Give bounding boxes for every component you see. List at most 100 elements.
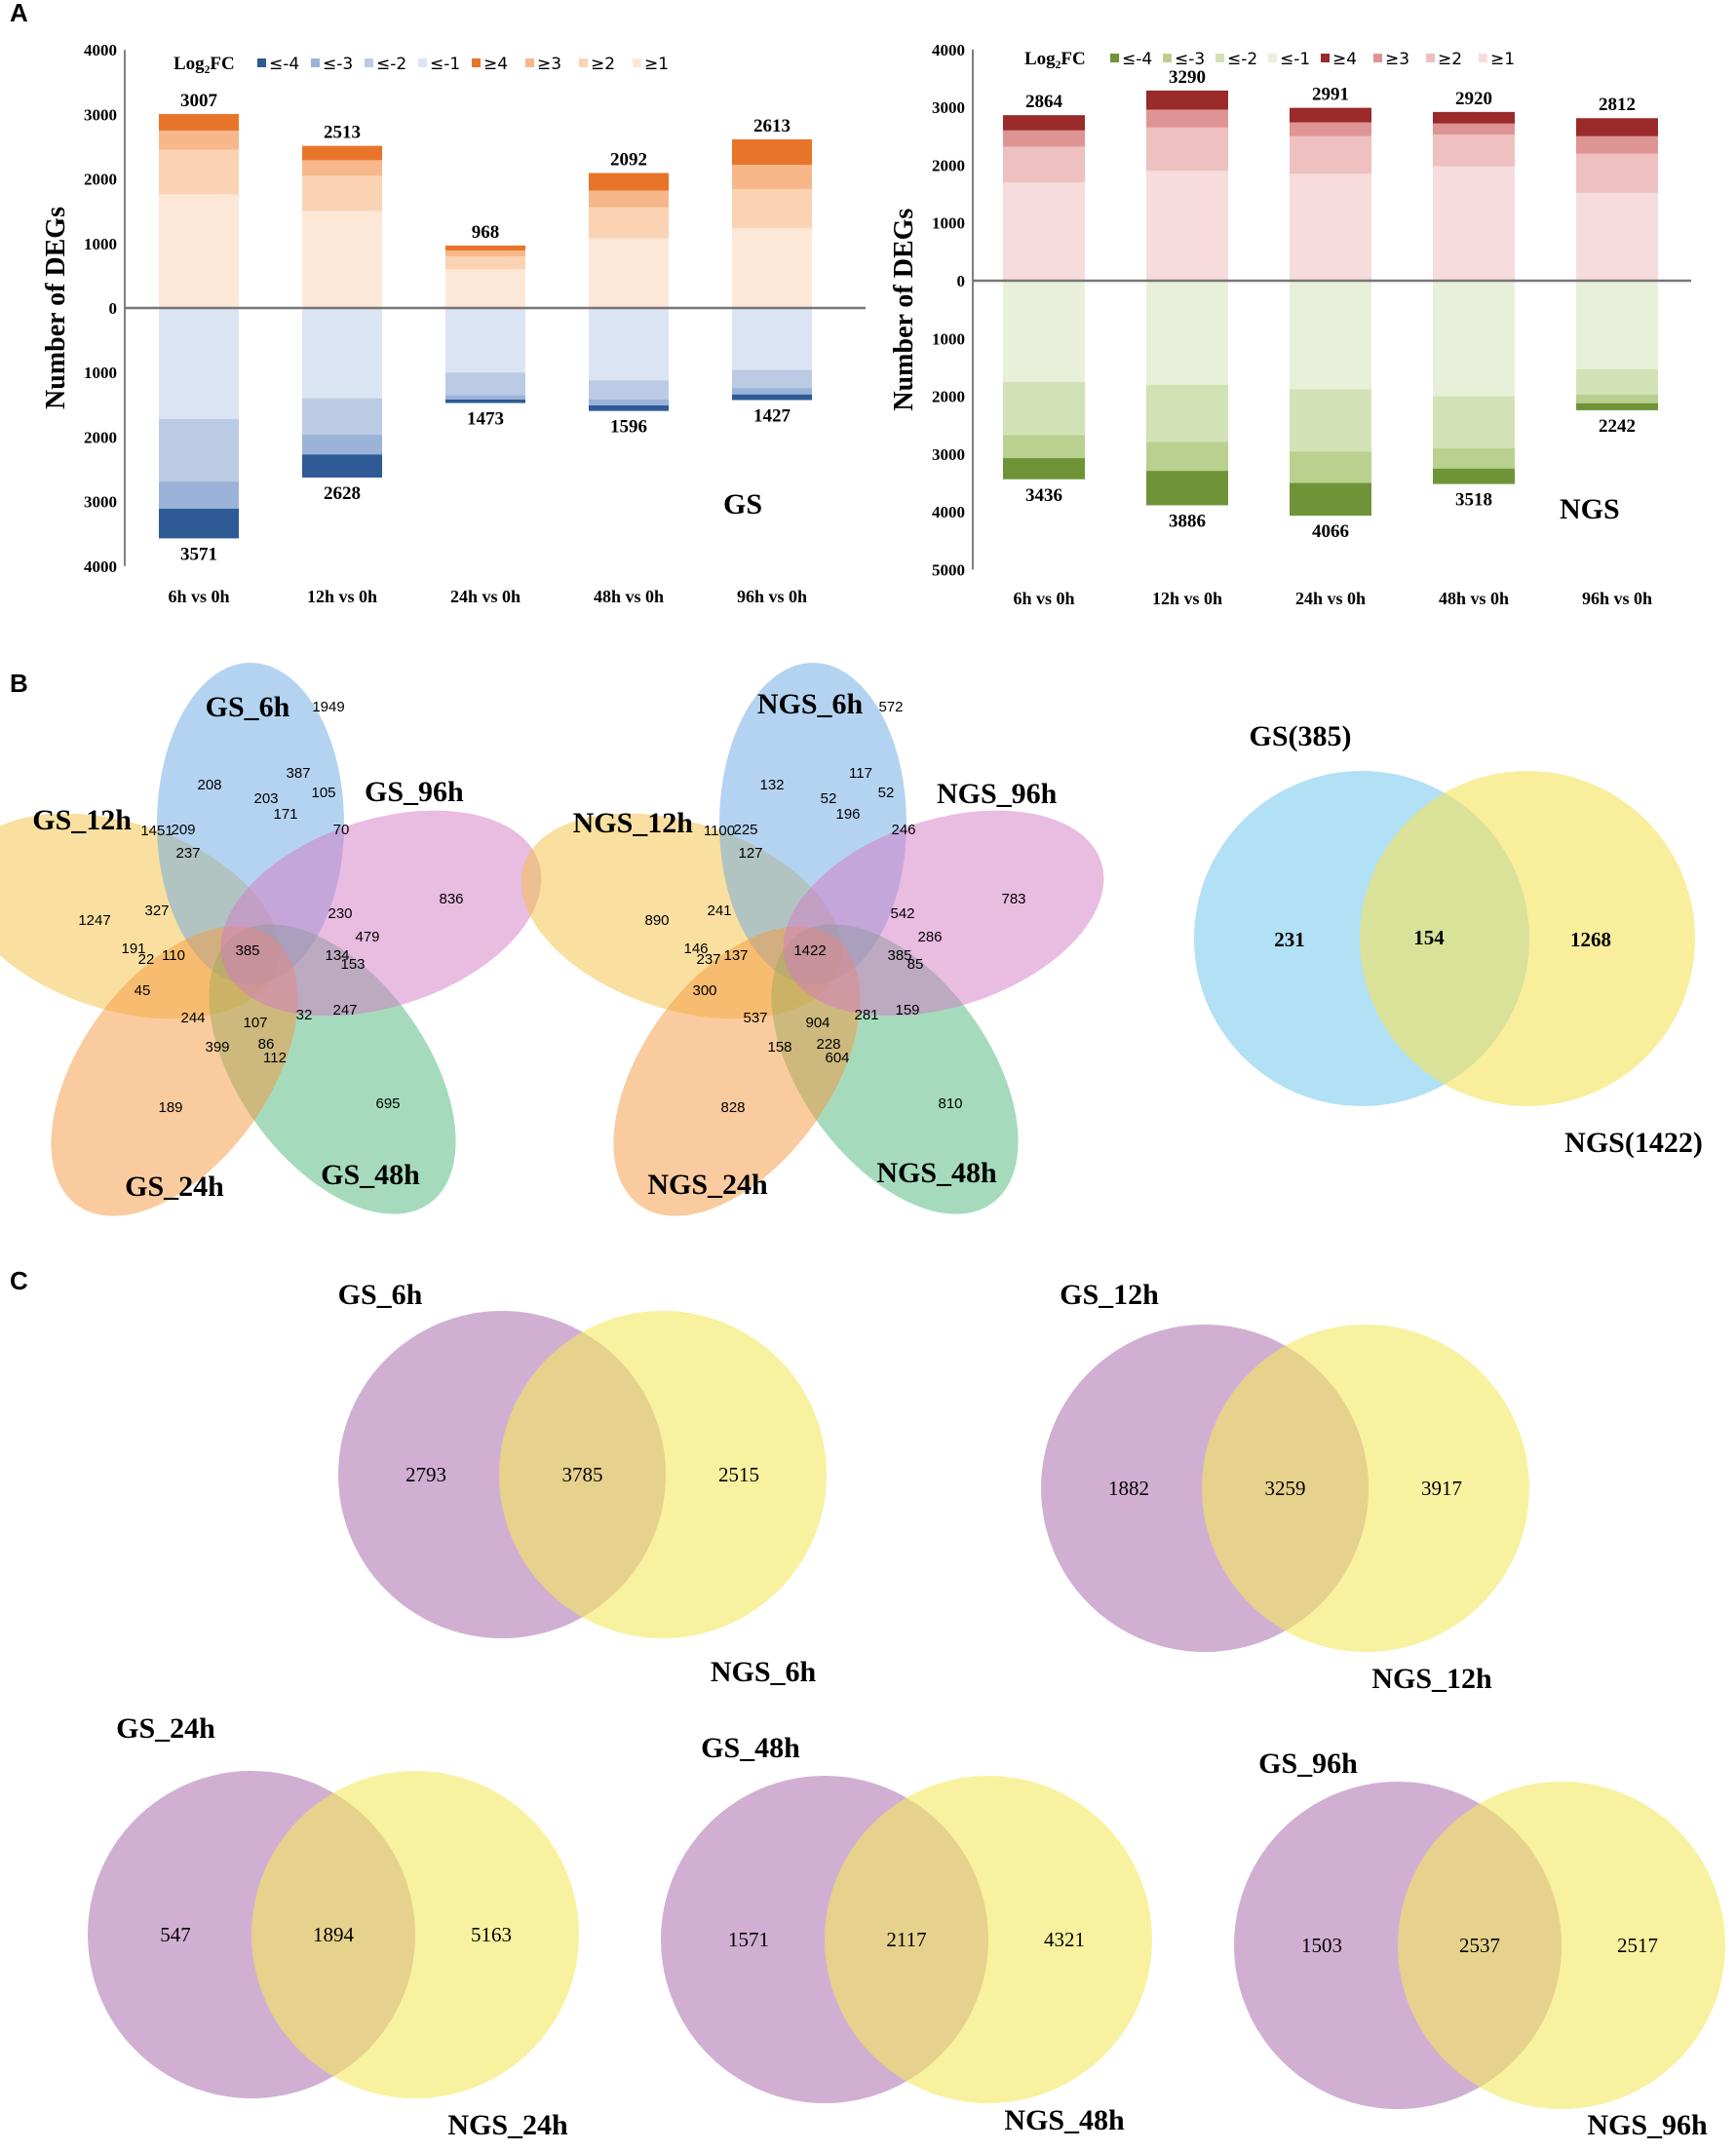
ngs-ytick-up: 2000 — [932, 156, 965, 174]
ngs-bar-down-segment — [1433, 447, 1515, 469]
ngs-legend-label: ≤-1 — [1280, 50, 1310, 69]
ngs5-set-ellipse — [783, 810, 1104, 1017]
ngs-bar-up-segment — [1576, 118, 1658, 136]
gs-bar-up-segment — [302, 160, 382, 176]
gs-bar-up-segment — [159, 194, 239, 308]
ngs5-region-count: 132 — [759, 777, 784, 793]
gs-legend-label: ≤-2 — [376, 55, 406, 74]
gs-ytick-up: 0 — [109, 299, 118, 318]
gs-bar-up-segment — [589, 238, 669, 308]
gs-bar-down-segment — [732, 388, 812, 395]
ngs5-region-count: 828 — [720, 1099, 745, 1116]
gs-ytick-down: 3000 — [84, 493, 117, 512]
timepoint-venn-mid-count: 2537 — [1459, 1934, 1500, 1957]
gs5-set-label: GS_96h — [365, 776, 464, 808]
gs-legend-swatch — [311, 58, 320, 67]
gs-legend-label: ≥4 — [483, 55, 508, 74]
gs5-region-count: 112 — [263, 1050, 287, 1066]
gs-bar-down-segment — [159, 481, 239, 509]
ngs5-region-count: 52 — [821, 790, 837, 807]
gs-bar-up-segment — [445, 256, 525, 270]
gs5-region-count: 399 — [205, 1039, 229, 1056]
gs-bar-down-segment — [302, 454, 382, 478]
gs-bar-down-segment — [589, 404, 669, 411]
ngs-legend-label: ≥4 — [1332, 50, 1357, 69]
gs-bar-up-segment — [732, 189, 812, 228]
gs5-region-count: 387 — [286, 765, 310, 782]
ngs-bar-down-segment — [1290, 281, 1371, 390]
gs5-region-count: 191 — [121, 941, 145, 957]
ngs-bar-up-segment — [1433, 166, 1515, 281]
ngs5-set-label: NGS_24h — [647, 1169, 768, 1201]
ngs-bar-up-segment — [1003, 146, 1085, 183]
timepoint-venn-ngs-label: NGS_6h — [711, 1656, 817, 1688]
timepoint-venn-left-count: 2793 — [405, 1463, 446, 1486]
gs-ytick-up: 2000 — [84, 171, 117, 189]
ngs5-region-count: 783 — [1001, 891, 1025, 907]
gs-category-label: 48h vs 0h — [594, 587, 664, 606]
ngs-bar-down-segment — [1290, 451, 1371, 483]
ngs-legend-swatch — [1163, 54, 1172, 62]
gs-down-total-label: 1427 — [753, 405, 791, 426]
gs-bar-down-segment — [302, 434, 382, 455]
gs-bar-down-segment — [445, 400, 525, 403]
ngs5-region-count: 127 — [738, 845, 762, 862]
timepoint-venn-diagrams: GS_6h NGS_6h 2793 3785 2515 GS_12h NGS_12h 1882… — [88, 1279, 1725, 2141]
gs-bar-down-segment — [732, 308, 812, 370]
ngs-down-total-label: 3886 — [1169, 511, 1206, 531]
gs-bar-up-segment — [302, 211, 382, 308]
ngs-legend-swatch — [1321, 54, 1330, 62]
gs5-region-count: 189 — [158, 1099, 182, 1116]
ngs5-region-count: 196 — [835, 806, 860, 823]
gs-category-label: 24h vs 0h — [450, 587, 521, 606]
ngs-y-label: Number of DEGs — [889, 209, 919, 411]
timepoint-venn-ngs-label: NGS_12h — [1371, 1663, 1492, 1695]
timepoint-venn-right-count: 2515 — [718, 1463, 759, 1486]
ngs-up-total-label: 2864 — [1025, 92, 1063, 112]
gs-bar-chart: 0 1000 2000 3000 4000 1000 2000 3000 4000 Number … — [41, 41, 866, 606]
timepoint-venn-ngs-circle — [1398, 1782, 1725, 2109]
timepoint-venn-ngs-circle — [1202, 1325, 1529, 1652]
gs-down-total-label: 3571 — [180, 544, 217, 564]
ngs-ytick-up: 4000 — [932, 41, 965, 59]
gs-bar-up-segment — [445, 245, 525, 251]
gs-legend-label: ≤-3 — [323, 55, 353, 74]
ngs-bar-up-segment — [1146, 127, 1228, 172]
ngs5-region-count: 159 — [895, 1002, 919, 1018]
ngs-legend-swatch — [1426, 54, 1435, 62]
timepoint-venn-mid-count: 3785 — [562, 1463, 603, 1486]
ngs5-region-count: 52 — [878, 785, 895, 801]
ngs-down-total-label: 4066 — [1312, 521, 1349, 542]
ngs-bar-up-segment — [1290, 122, 1371, 136]
ngs-bar-up-segment — [1433, 111, 1515, 124]
ngs5-region-count: 385 — [887, 947, 911, 964]
ngs-legend-swatch — [1268, 54, 1277, 62]
gs-bar-up-segment — [159, 149, 239, 195]
timepoint-venn-ngs-label: NGS_24h — [447, 2109, 568, 2141]
ngs-legend-swatch — [1110, 54, 1119, 62]
gs-ngs-core-venn: GS(385) NGS(1422) 231 154 1268 — [1194, 720, 1703, 1159]
ngs-ytick-down: 1000 — [932, 329, 965, 348]
gs5-region-count: 479 — [355, 929, 379, 945]
timepoint-venn-ngs-circle — [825, 1776, 1152, 2103]
gs5-region-count: 45 — [135, 982, 151, 999]
ngs-bar-up-segment — [1146, 109, 1228, 128]
timepoint-venn-right-count: 4321 — [1044, 1928, 1085, 1951]
ngs-bar-down-segment — [1146, 471, 1228, 506]
ngs-bar-up-segment — [1290, 173, 1371, 281]
gs-five-set-venn: 1949 836 695 189 1247 208 387 203 105 171 70 145120… — [0, 663, 542, 1216]
ngs-bar-down-segment — [1433, 396, 1515, 448]
gs-bar-up-segment — [732, 227, 812, 308]
ngs-legend-label: ≤-2 — [1227, 50, 1257, 69]
timepoint-venn-left-count: 1503 — [1301, 1934, 1342, 1957]
gs-up-total-label: 2513 — [324, 123, 361, 143]
gs-bar-down-segment — [732, 394, 812, 401]
ngs5-region-count: 604 — [825, 1050, 849, 1066]
ngs-up-total-label: 2812 — [1599, 95, 1636, 115]
ngs-up-total-label: 3290 — [1169, 67, 1206, 88]
ngs-legend-label: ≤-4 — [1122, 50, 1152, 69]
ngs-bar-chart: 0 1000 2000 3000 4000 1000 2000 3000 4000 5000 Num… — [889, 41, 1691, 608]
gs5-region-count: 1949 — [312, 699, 344, 715]
gs5-region-count: 171 — [273, 806, 297, 823]
